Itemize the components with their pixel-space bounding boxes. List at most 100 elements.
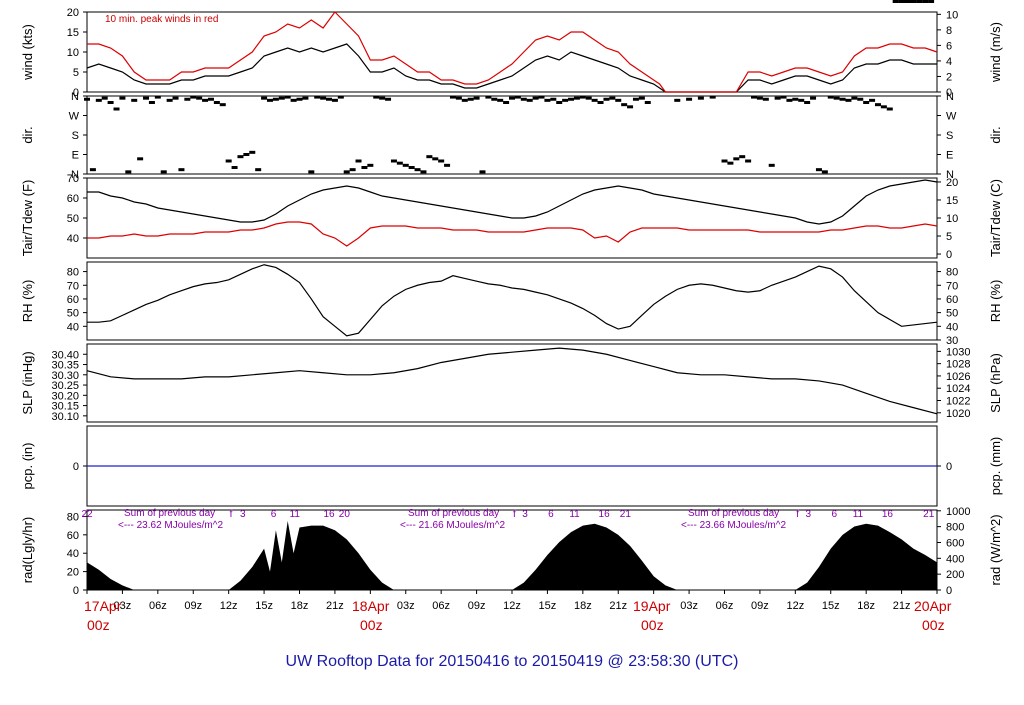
ticklabel-right-rh: 30 (946, 335, 958, 347)
point-dir (520, 97, 527, 101)
rad-hour-marker: 22 (81, 509, 93, 520)
point-dir (379, 96, 386, 100)
point-dir (302, 96, 309, 100)
point-dir (202, 98, 209, 102)
ticklabel-right-rad: 400 (946, 553, 964, 565)
wind-peak-note: 10 min. peak winds in red (105, 14, 218, 25)
rad-hour-marker: 11 (290, 509, 301, 520)
point-dir (815, 168, 822, 172)
ticklabel-left-rh: 70 (67, 280, 79, 292)
hour-label: 09z (751, 600, 769, 612)
point-dir (479, 170, 486, 174)
point-dir (863, 101, 870, 104)
hour-label: 21z (609, 600, 627, 612)
rad-hour-marker: 16 (882, 509, 894, 520)
hour-label: 06z (716, 600, 734, 612)
point-dir (780, 95, 787, 99)
point-dir (320, 96, 327, 100)
rad-hour-marker: 16 (323, 509, 335, 520)
point-dir (751, 95, 758, 99)
point-dir (137, 157, 144, 161)
ticklabel-right-rad: 1000 (946, 506, 970, 518)
rad-hour-marker: 16 (599, 509, 611, 520)
rad-hour-marker: 21 (620, 509, 632, 520)
rad-hour-marker: 3 (240, 509, 246, 520)
point-dir (514, 95, 521, 99)
point-dir (928, 0, 935, 3)
ticklabel-right-wind: 10 (946, 9, 958, 21)
axislabel-left-dir: dir. (20, 126, 35, 143)
point-dir (402, 163, 409, 167)
point-dir (585, 96, 592, 100)
ticklabel-right-rad: 600 (946, 537, 964, 549)
rad-hour-marker: 6 (832, 509, 838, 520)
point-dir (95, 98, 102, 102)
ticklabel-right-wind: 4 (946, 56, 952, 68)
point-dir (172, 96, 179, 100)
panel-frame-slp (86, 343, 938, 423)
point-dir (408, 166, 415, 169)
date-label-3: 19Apr (633, 598, 671, 614)
hour-label: 15z (539, 600, 557, 612)
ticklabel-right-dir: N (946, 91, 954, 103)
date-label-2: 18Apr (352, 598, 390, 614)
point-dir (467, 97, 474, 101)
ticklabel-right-rad: 0 (946, 585, 952, 597)
axislabel-right-rad: rad (W/m^2) (988, 514, 1003, 585)
rad-hour-marker: 20 (339, 509, 351, 520)
point-dir (845, 98, 852, 102)
ticklabel-left-rh: 80 (67, 267, 79, 279)
point-dir (143, 96, 150, 100)
axislabel-right-rh: RH (%) (988, 280, 1003, 323)
point-dir (798, 98, 805, 102)
ticklabel-left-temp: 70 (67, 173, 79, 185)
point-dir (851, 96, 858, 100)
point-dir (237, 155, 244, 159)
point-dir (107, 101, 114, 104)
point-dir (839, 97, 846, 101)
rad-sum-value-1: <--- 23.62 MJoules/m^2 (118, 520, 223, 531)
axislabel-left-rad: rad(Lgly/hr) (20, 517, 35, 583)
point-dir (644, 101, 651, 104)
point-dir (213, 101, 220, 104)
point-dir (733, 157, 740, 161)
point-dir (343, 170, 350, 174)
rad-hour-marker: 11 (569, 509, 580, 520)
point-dir (272, 97, 279, 101)
point-dir (249, 150, 256, 154)
ticklabel-right-slp: 1022 (946, 396, 970, 408)
point-dir (603, 97, 610, 101)
ticklabel-right-rh: 50 (946, 308, 958, 320)
footer-title: UW Rooftop Data for 20150416 to 20150419… (286, 653, 739, 670)
ticklabel-left-rad: 40 (67, 548, 79, 560)
point-dir (444, 163, 451, 167)
ticklabel-left-rh: 40 (67, 321, 79, 333)
point-dir (880, 105, 887, 109)
point-dir (532, 96, 539, 100)
point-dir (491, 97, 498, 101)
hour-label: 12z (220, 600, 238, 612)
hour-label: 21z (893, 600, 911, 612)
point-dir (810, 96, 817, 100)
hour-label: 15z (255, 600, 273, 612)
point-dir (568, 97, 575, 101)
series-slp-0 (86, 347, 938, 415)
ticklabel-left-slp: 30.25 (51, 380, 79, 392)
point-dir (485, 95, 492, 99)
rad-hour-marker: f (230, 509, 233, 520)
series-rh-0 (87, 264, 938, 337)
point-dir (284, 95, 291, 99)
hour-label: 18z (291, 600, 309, 612)
point-dir (84, 97, 90, 101)
ticklabel-left-wind: 0 (73, 87, 79, 99)
ticklabel-right-dir: S (946, 130, 953, 142)
point-dir (632, 97, 639, 101)
ticklabel-right-rh: 80 (946, 267, 958, 279)
rad-hour-marker: 3 (522, 509, 528, 520)
ticklabel-left-slp: 30.30 (51, 370, 79, 382)
point-dir (461, 98, 468, 102)
rad-hour-markers: 22 f 3 6 11 16 20 f 3 6 11 16 21 f 3 6 11 16 21 (81, 509, 934, 520)
point-dir (774, 96, 781, 100)
point-dir (768, 163, 775, 167)
